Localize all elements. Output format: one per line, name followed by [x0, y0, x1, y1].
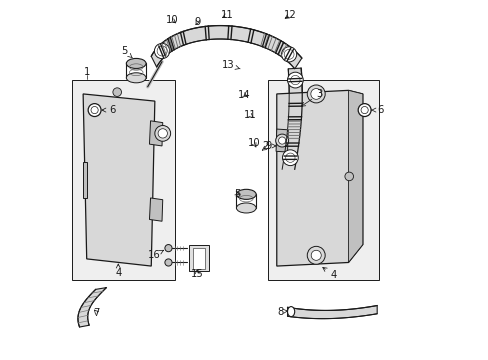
Text: 1: 1 [84, 67, 90, 77]
Polygon shape [83, 162, 86, 198]
Circle shape [157, 46, 167, 56]
Polygon shape [276, 90, 362, 266]
Text: 14: 14 [237, 90, 249, 100]
Ellipse shape [236, 189, 256, 199]
Circle shape [285, 153, 294, 162]
Circle shape [158, 129, 167, 138]
Text: 10: 10 [165, 15, 178, 25]
Circle shape [290, 75, 300, 85]
Circle shape [164, 244, 172, 252]
Polygon shape [78, 288, 106, 327]
Bar [192, 248, 204, 269]
Circle shape [287, 72, 303, 88]
Circle shape [310, 89, 321, 99]
Circle shape [275, 134, 288, 147]
Circle shape [278, 137, 285, 144]
Text: 2: 2 [262, 141, 275, 151]
Circle shape [310, 250, 321, 260]
Circle shape [88, 104, 101, 117]
Ellipse shape [236, 203, 256, 213]
Text: 16: 16 [147, 250, 163, 260]
Text: 8: 8 [277, 307, 287, 316]
Polygon shape [151, 26, 301, 69]
Text: 9: 9 [194, 17, 200, 27]
Text: 9: 9 [262, 141, 271, 151]
Circle shape [154, 43, 169, 59]
Polygon shape [149, 198, 163, 221]
Circle shape [164, 259, 172, 266]
Polygon shape [348, 90, 362, 262]
Circle shape [284, 49, 293, 59]
Circle shape [281, 47, 296, 62]
Polygon shape [287, 306, 376, 319]
Circle shape [306, 85, 325, 103]
Text: 4: 4 [115, 264, 121, 278]
Text: 5: 5 [234, 189, 240, 199]
Ellipse shape [126, 58, 146, 68]
Polygon shape [282, 68, 302, 169]
Text: 6: 6 [370, 105, 383, 115]
Text: 13: 13 [222, 60, 240, 70]
Circle shape [282, 150, 298, 166]
Polygon shape [83, 94, 155, 266]
Circle shape [357, 104, 370, 117]
Text: 12: 12 [284, 10, 296, 20]
Circle shape [155, 126, 170, 141]
Text: 7: 7 [93, 308, 100, 318]
Ellipse shape [287, 307, 294, 317]
Circle shape [306, 246, 325, 264]
Text: 3: 3 [301, 89, 322, 106]
Bar [72, 80, 174, 280]
Text: 6: 6 [102, 105, 116, 115]
Text: 5: 5 [121, 46, 132, 58]
Text: 10: 10 [247, 139, 260, 148]
Polygon shape [276, 129, 287, 152]
Circle shape [360, 107, 367, 114]
Text: 15: 15 [190, 269, 203, 279]
Circle shape [113, 88, 121, 96]
Bar [267, 80, 378, 280]
Circle shape [344, 172, 353, 181]
Text: 11: 11 [221, 10, 233, 20]
Text: 11: 11 [244, 111, 257, 121]
Bar [188, 244, 208, 271]
Polygon shape [149, 121, 163, 146]
Text: 4: 4 [322, 267, 336, 280]
Circle shape [91, 107, 98, 114]
Ellipse shape [126, 73, 146, 83]
